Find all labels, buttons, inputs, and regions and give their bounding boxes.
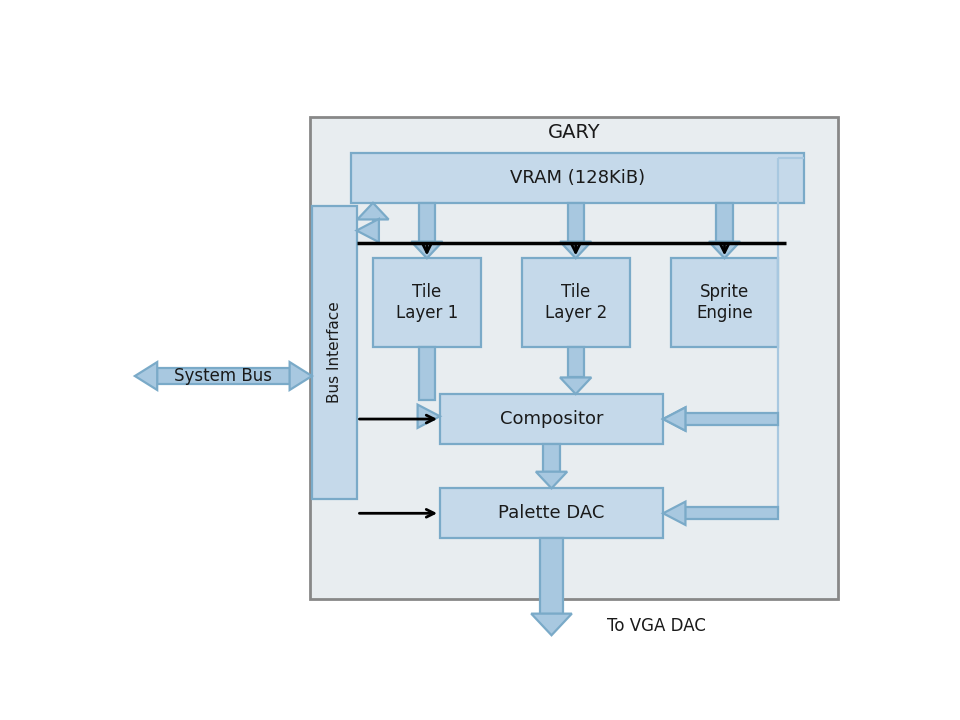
Polygon shape bbox=[663, 502, 685, 525]
FancyBboxPatch shape bbox=[419, 347, 435, 400]
FancyBboxPatch shape bbox=[685, 507, 779, 519]
FancyBboxPatch shape bbox=[312, 206, 356, 500]
FancyBboxPatch shape bbox=[310, 117, 838, 599]
FancyBboxPatch shape bbox=[372, 258, 481, 347]
Polygon shape bbox=[536, 472, 567, 488]
FancyBboxPatch shape bbox=[716, 203, 732, 242]
Text: GARY: GARY bbox=[547, 123, 600, 142]
FancyBboxPatch shape bbox=[685, 413, 779, 425]
FancyBboxPatch shape bbox=[543, 444, 560, 472]
Polygon shape bbox=[560, 242, 591, 258]
FancyBboxPatch shape bbox=[440, 488, 663, 539]
FancyBboxPatch shape bbox=[522, 258, 630, 347]
FancyBboxPatch shape bbox=[440, 394, 663, 444]
Text: Sprite
Engine: Sprite Engine bbox=[696, 283, 753, 322]
Text: System Bus: System Bus bbox=[175, 367, 273, 385]
Polygon shape bbox=[411, 242, 443, 258]
FancyBboxPatch shape bbox=[567, 347, 584, 377]
Text: Palette DAC: Palette DAC bbox=[498, 504, 605, 522]
Polygon shape bbox=[560, 377, 591, 394]
Polygon shape bbox=[708, 242, 740, 258]
Text: Tile
Layer 2: Tile Layer 2 bbox=[544, 283, 607, 322]
Text: Bus Interface: Bus Interface bbox=[326, 302, 342, 403]
FancyBboxPatch shape bbox=[540, 539, 563, 613]
Text: Compositor: Compositor bbox=[500, 410, 603, 428]
FancyBboxPatch shape bbox=[350, 153, 804, 203]
Polygon shape bbox=[531, 613, 572, 635]
Polygon shape bbox=[357, 203, 389, 220]
Text: To VGA DAC: To VGA DAC bbox=[608, 617, 707, 635]
Polygon shape bbox=[418, 405, 440, 428]
Text: Tile
Layer 1: Tile Layer 1 bbox=[396, 283, 458, 322]
FancyBboxPatch shape bbox=[670, 258, 779, 347]
Polygon shape bbox=[356, 219, 379, 242]
Text: VRAM (128KiB): VRAM (128KiB) bbox=[510, 169, 645, 187]
FancyBboxPatch shape bbox=[157, 368, 290, 384]
Polygon shape bbox=[290, 362, 312, 390]
Polygon shape bbox=[134, 362, 157, 390]
Polygon shape bbox=[663, 408, 685, 431]
Polygon shape bbox=[663, 408, 685, 431]
FancyBboxPatch shape bbox=[567, 203, 584, 242]
FancyBboxPatch shape bbox=[419, 203, 435, 242]
